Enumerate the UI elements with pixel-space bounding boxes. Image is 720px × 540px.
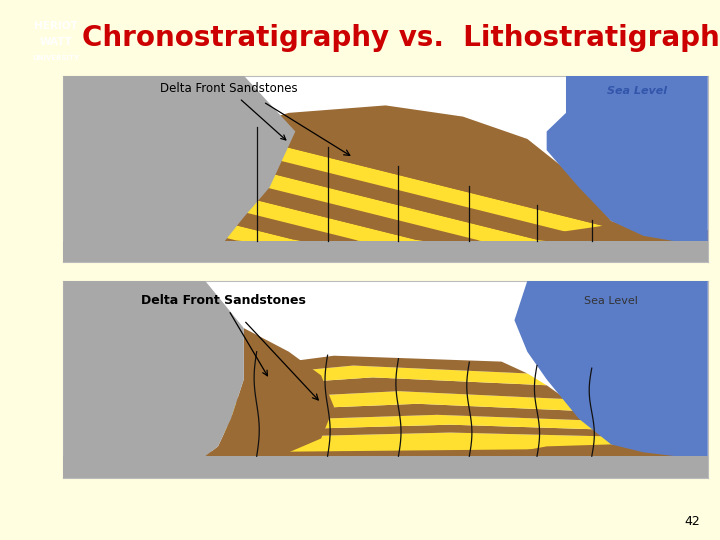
Text: Chronostratigraphy vs.  Lithostratigraphy: Chronostratigraphy vs. Lithostratigraphy (83, 24, 720, 52)
Text: Sea Level: Sea Level (607, 85, 667, 96)
Polygon shape (205, 328, 334, 456)
Text: 42: 42 (684, 515, 700, 528)
Text: HERIOT: HERIOT (34, 21, 78, 31)
Text: Delta Front Sandstones: Delta Front Sandstones (140, 294, 305, 376)
Polygon shape (192, 444, 656, 456)
Text: UNIVERSITY: UNIVERSITY (32, 55, 79, 61)
Polygon shape (179, 151, 644, 241)
Text: Delta Front Sandstones: Delta Front Sandstones (160, 83, 297, 140)
Polygon shape (179, 120, 644, 241)
Polygon shape (546, 225, 708, 241)
Polygon shape (63, 241, 708, 262)
Polygon shape (546, 76, 708, 241)
Polygon shape (225, 391, 579, 418)
Polygon shape (179, 105, 656, 241)
Text: WATT: WATT (40, 37, 72, 47)
Polygon shape (179, 166, 644, 241)
Polygon shape (514, 444, 675, 456)
Polygon shape (179, 196, 644, 241)
Polygon shape (225, 433, 631, 453)
Polygon shape (225, 415, 611, 435)
Polygon shape (225, 377, 566, 408)
Polygon shape (63, 456, 708, 478)
Polygon shape (63, 281, 244, 456)
Polygon shape (514, 281, 708, 456)
Polygon shape (244, 366, 546, 393)
Polygon shape (179, 181, 644, 241)
Polygon shape (225, 404, 598, 428)
Polygon shape (63, 76, 295, 241)
Text: Sea Level: Sea Level (584, 295, 638, 306)
Polygon shape (225, 424, 611, 442)
Polygon shape (179, 136, 644, 241)
Polygon shape (179, 211, 644, 241)
Polygon shape (179, 226, 644, 241)
Polygon shape (179, 105, 644, 236)
Polygon shape (257, 356, 527, 379)
